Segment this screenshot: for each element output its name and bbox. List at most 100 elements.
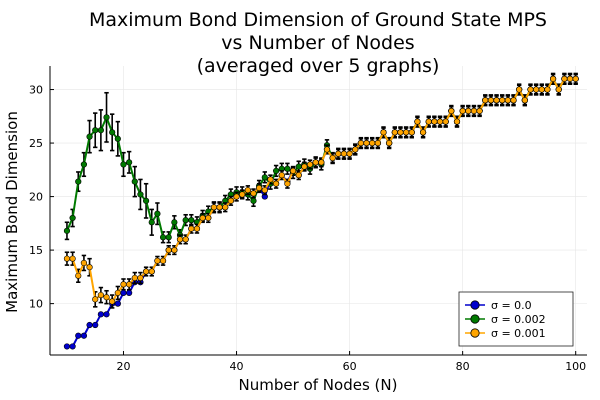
data-point bbox=[533, 86, 540, 93]
data-point bbox=[148, 219, 155, 226]
data-point bbox=[120, 281, 127, 288]
data-point bbox=[176, 236, 184, 243]
data-point bbox=[109, 298, 116, 305]
legend: σ = 0.0 σ = 0.002 σ = 0.001 bbox=[458, 291, 574, 347]
legend-label: σ = 0.001 bbox=[491, 327, 546, 340]
data-point bbox=[142, 268, 150, 275]
legend-marker bbox=[470, 314, 480, 324]
data-point bbox=[103, 311, 110, 318]
series-2 bbox=[63, 73, 579, 309]
data-point bbox=[210, 204, 218, 211]
axes-layer bbox=[49, 66, 587, 356]
data-point bbox=[114, 289, 121, 297]
data-point bbox=[120, 289, 127, 297]
data-point bbox=[470, 107, 478, 115]
legend-label: σ = 0.0 bbox=[491, 299, 532, 312]
data-point bbox=[538, 86, 545, 93]
data-point bbox=[419, 129, 427, 136]
data-point bbox=[284, 180, 291, 187]
x-tick-label: 60 bbox=[343, 360, 357, 373]
data-point bbox=[239, 191, 246, 198]
data-point bbox=[131, 274, 138, 282]
data-point bbox=[482, 97, 489, 104]
data-point bbox=[103, 114, 110, 121]
data-point bbox=[566, 75, 574, 82]
data-point bbox=[75, 272, 82, 279]
data-point bbox=[86, 264, 93, 271]
x-tick-label: 40 bbox=[230, 360, 244, 373]
data-point bbox=[171, 219, 178, 226]
data-point bbox=[120, 161, 127, 168]
series-layer bbox=[63, 72, 579, 350]
legend-item-sigma-0: σ = 0.0 bbox=[465, 299, 532, 312]
data-point bbox=[250, 197, 257, 204]
data-point bbox=[142, 197, 150, 204]
title-line-2: vs Number of Nodes bbox=[221, 32, 414, 54]
data-point bbox=[63, 227, 71, 234]
data-point bbox=[357, 139, 364, 147]
data-point bbox=[165, 234, 172, 241]
data-point bbox=[386, 139, 393, 147]
data-point bbox=[516, 86, 523, 93]
x-tick-label: 20 bbox=[116, 360, 130, 373]
data-point bbox=[250, 190, 257, 197]
data-point bbox=[159, 257, 167, 264]
title-line-1: Maximum Bond Dimension of Ground State M… bbox=[89, 9, 547, 31]
data-point bbox=[97, 127, 104, 134]
data-point bbox=[369, 139, 376, 147]
data-point bbox=[352, 146, 359, 153]
legend-item-sigma-0.001: σ = 0.001 bbox=[465, 327, 546, 340]
data-point bbox=[544, 86, 551, 93]
data-point bbox=[323, 146, 331, 153]
data-point bbox=[329, 154, 336, 162]
data-point bbox=[80, 161, 88, 168]
data-point bbox=[555, 86, 562, 93]
data-point bbox=[261, 174, 268, 181]
data-point bbox=[397, 129, 404, 136]
data-point bbox=[374, 139, 381, 147]
data-point bbox=[346, 150, 353, 157]
data-point bbox=[227, 197, 234, 204]
data-point bbox=[137, 274, 144, 282]
data-point bbox=[278, 172, 285, 179]
data-point bbox=[92, 321, 99, 329]
data-point bbox=[442, 118, 449, 125]
data-point bbox=[363, 139, 370, 147]
data-point bbox=[182, 236, 189, 243]
data-point bbox=[188, 225, 195, 232]
data-point bbox=[69, 214, 76, 222]
data-point bbox=[159, 234, 167, 241]
data-point bbox=[431, 118, 438, 125]
data-point bbox=[425, 118, 432, 125]
data-point bbox=[487, 97, 495, 104]
data-point bbox=[165, 247, 172, 254]
data-point bbox=[86, 321, 93, 329]
data-point bbox=[69, 255, 76, 262]
data-point bbox=[335, 150, 342, 157]
data-point bbox=[92, 127, 99, 134]
data-point bbox=[499, 97, 506, 104]
data-point bbox=[510, 97, 517, 104]
data-point bbox=[295, 163, 302, 170]
data-point bbox=[244, 187, 251, 194]
data-point bbox=[114, 135, 121, 142]
x-tick-label: 80 bbox=[456, 360, 470, 373]
data-point bbox=[233, 193, 240, 200]
data-point bbox=[527, 86, 534, 93]
data-point bbox=[493, 97, 500, 104]
data-point bbox=[188, 217, 195, 224]
data-point bbox=[391, 129, 398, 136]
data-point bbox=[459, 107, 466, 115]
data-point bbox=[126, 159, 133, 166]
data-point bbox=[436, 118, 444, 125]
data-point bbox=[171, 247, 178, 254]
data-point bbox=[216, 204, 223, 211]
title-line-3: (averaged over 5 graphs) bbox=[197, 55, 440, 77]
data-point bbox=[261, 187, 268, 194]
data-point bbox=[549, 75, 557, 82]
data-point bbox=[414, 118, 421, 125]
data-point bbox=[256, 184, 263, 192]
data-point bbox=[103, 294, 110, 301]
y-tick-label: 20 bbox=[29, 191, 43, 204]
y-tick-label: 15 bbox=[29, 244, 43, 257]
